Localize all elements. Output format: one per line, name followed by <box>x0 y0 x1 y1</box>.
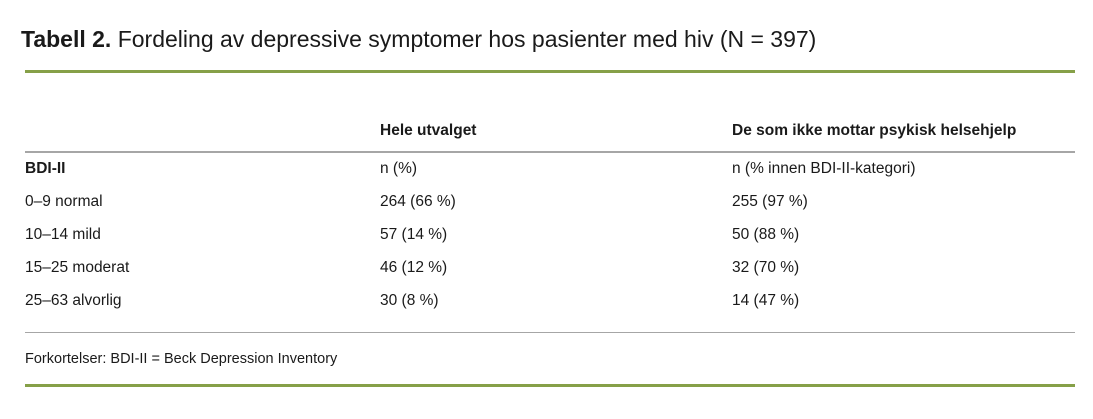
footnote-rule <box>25 331 1075 333</box>
row-value-ikke-helsehjelp: n (% innen BDI-II-kategori) <box>732 160 916 177</box>
row-label: 10–14 mild <box>25 226 101 243</box>
header-rule <box>25 151 1075 153</box>
row-value-hele-utvalget: 30 (8 %) <box>380 292 439 309</box>
row-value-hele-utvalget: n (%) <box>380 160 418 177</box>
bottom-rule <box>25 384 1075 387</box>
row-value-hele-utvalget: 264 (66 %) <box>380 193 456 210</box>
table-body-spacer <box>25 318 1075 332</box>
top-rule <box>25 70 1075 73</box>
header-cell-hele-utvalget: Hele utvalget <box>380 122 477 139</box>
table-title: Tabell 2. Fordeling av depressive sympto… <box>21 24 816 54</box>
row-label: 0–9 normal <box>25 193 103 210</box>
table-footnote-row: Forkortelser: BDI-II = Beck Depression I… <box>25 333 1075 384</box>
row-value-ikke-helsehjelp: 14 (47 %) <box>732 292 800 309</box>
table-title-number: Tabell 2. <box>21 26 112 52</box>
table-row: 0–9 normal 264 (66 %) 255 (97 %) <box>25 186 1075 219</box>
table-footnote: Forkortelser: BDI-II = Beck Depression I… <box>25 350 338 367</box>
table-row: 25–63 alvorlig 30 (8 %) 14 (47 %) <box>25 285 1075 318</box>
header-cell-ikke-psykisk-helsehjelp: De som ikke mottar psykisk helsehjelp <box>732 122 1017 139</box>
table-header-row: Hele utvalget De som ikke mottar psykisk… <box>25 73 1075 151</box>
table-row: BDI-II n (%) n (% innen BDI-II-kategori) <box>25 153 1075 186</box>
table-row: 10–14 mild 57 (14 %) 50 (88 %) <box>25 219 1075 252</box>
row-value-ikke-helsehjelp: 255 (97 %) <box>732 193 808 210</box>
row-label: 15–25 moderat <box>25 259 130 276</box>
data-table: Hele utvalget De som ikke mottar psykisk… <box>25 70 1075 387</box>
row-value-hele-utvalget: 57 (14 %) <box>380 226 448 243</box>
table-row: 15–25 moderat 46 (12 %) 32 (70 %) <box>25 252 1075 285</box>
row-value-ikke-helsehjelp: 32 (70 %) <box>732 259 800 276</box>
row-value-ikke-helsehjelp: 50 (88 %) <box>732 226 800 243</box>
row-value-hele-utvalget: 46 (12 %) <box>380 259 448 276</box>
row-label: 25–63 alvorlig <box>25 292 122 309</box>
row-label: BDI-II <box>25 160 66 177</box>
table-title-text: Fordeling av depressive symptomer hos pa… <box>111 26 817 52</box>
table-body: BDI-II n (%) n (% innen BDI-II-kategori)… <box>25 153 1075 318</box>
